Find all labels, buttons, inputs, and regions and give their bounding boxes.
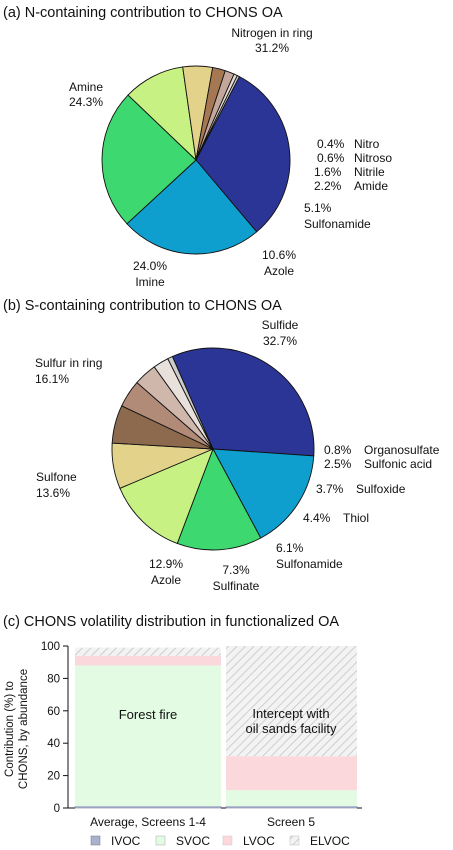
label-s-azole-name: Azole [151, 573, 181, 587]
label-n-nitrile-value: 1.6% [314, 165, 342, 179]
y-axis-ticks: 0 20 40 60 80 100 [41, 641, 68, 815]
pie-s-slice-sulfone [176, 447, 262, 551]
pie-n-slice-imine [101, 94, 197, 225]
label-s-sulfonic-acid-name: Sulfonic acid [364, 457, 432, 471]
label-s-sulfonic-acid-value: 2.5% [324, 457, 352, 471]
pie-chart-s [111, 347, 315, 551]
label-s-sulfinate-name: Sulfinate [213, 579, 260, 593]
panel-b-title: (b) S-containing contribution to CHONS O… [3, 298, 282, 314]
label-n-nitrogen-in-ring-value: 31.2% [255, 41, 289, 55]
label-s-azole-value: 12.9% [149, 557, 183, 571]
y-tick-label-100: 100 [41, 641, 60, 653]
annotation-oil-sands-line1: Intercept with [252, 706, 329, 721]
label-s-sulfonamide-name: Sulfonamide [276, 557, 343, 571]
label-n-nitroso-value: 0.6% [317, 151, 345, 165]
label-n-amide-name: Amide [354, 179, 388, 193]
legend-label-ivoc: IVOC [111, 834, 141, 848]
bar-average-screens-1-4-elvoc [75, 647, 221, 656]
y-tick-label-40: 40 [47, 738, 60, 750]
label-n-nitroso-name: Nitroso [354, 151, 392, 165]
bar-screen-5-svoc [226, 790, 357, 807]
bar-screen-5-elvoc [226, 646, 357, 757]
label-s-sulfonamide-value: 6.1% [276, 541, 304, 555]
pie-n-slice-amine [126, 159, 258, 255]
label-n-sulfonamide-name: Sulfonamide [304, 217, 371, 231]
y-axis-label-line1: Contribution (%) to [4, 681, 16, 777]
label-n-nitrogen-in-ring-name: Nitrogen in ring [231, 26, 312, 40]
y-tick-label-60: 60 [47, 706, 60, 718]
legend-label-lvoc: LVOC [243, 834, 275, 848]
label-n-nitro-name: Nitro [354, 137, 380, 151]
pie-s-slice-sulfur-in-ring [212, 448, 315, 539]
x-category-average: Average, Screens 1-4 [90, 815, 206, 829]
annotation-oil-sands-line2: oil sands facility [245, 721, 337, 736]
bar-average-screens-1-4-lvoc [75, 655, 221, 666]
label-s-sulfoxide-name: Sulfoxide [356, 482, 406, 496]
legend-swatch-svoc [155, 835, 166, 846]
label-s-thiol-value: 4.4% [303, 511, 331, 525]
label-s-sulfur-in-ring-name: Sulfur in ring [35, 356, 102, 370]
y-tick-label-80: 80 [47, 673, 60, 685]
panel-c-title: (c) CHONS volatility distribution in fun… [3, 614, 339, 630]
label-n-imine-value: 24.0% [133, 259, 167, 273]
label-n-imine-name: Imine [135, 275, 165, 289]
y-tick-label-0: 0 [54, 803, 60, 815]
label-n-amine-value: 24.3% [69, 95, 103, 109]
bar-screen-5-lvoc [226, 756, 357, 791]
panel-a-title: (a) N-containing contribution to CHONS O… [3, 5, 283, 21]
label-s-sulfide-value: 32.7% [263, 334, 297, 348]
bar-screen-5-ivoc [225, 806, 358, 809]
label-s-thiol-name: Thiol [343, 511, 369, 525]
label-n-nitro-value: 0.4% [317, 137, 345, 151]
bar-average-screens-1-4-ivoc [74, 806, 222, 809]
label-s-sulfone-value: 13.6% [36, 486, 70, 500]
y-axis-label-line2: CHONS, by abundance [18, 669, 30, 789]
label-s-sulfoxide-value: 3.7% [316, 482, 344, 496]
label-s-sulfinate-value: 7.3% [222, 563, 250, 577]
pie-s-slice-sulfide [171, 347, 315, 457]
pie-s-slice-organosulfate [167, 355, 214, 450]
label-s-sulfur-in-ring-value: 16.1% [35, 372, 69, 386]
pie-s-slice-azole [119, 448, 214, 545]
label-n-azole-value: 10.6% [262, 248, 296, 262]
pie-labels-n: Nitrogen in ring 31.2% Amine 24.3% 24.0%… [69, 26, 392, 289]
label-s-organosulfate-name: Organosulfate [364, 443, 440, 457]
x-category-screen5: Screen 5 [267, 815, 315, 829]
label-s-sulfone-name: Sulfone [36, 470, 77, 484]
bar-average-screens-1-4-svoc [75, 665, 221, 807]
label-n-sulfonamide-value: 5.1% [304, 201, 332, 215]
pie-chart-n [101, 65, 291, 255]
label-n-amide-value: 2.2% [314, 179, 342, 193]
legend-swatch-elvoc [289, 835, 300, 846]
legend-label-elvoc: ELVOC [310, 834, 350, 848]
label-s-sulfide-name: Sulfide [262, 318, 299, 332]
legend-label-svoc: SVOC [176, 834, 210, 848]
legend-swatch-ivoc [90, 835, 101, 846]
stacked-bar-chart [74, 646, 358, 809]
label-n-nitrile-name: Nitrile [354, 165, 385, 179]
legend-swatch-lvoc [222, 835, 233, 846]
label-s-organosulfate-value: 0.8% [324, 443, 352, 457]
label-n-azole-name: Azole [264, 264, 294, 278]
annotation-forest-fire: Forest fire [119, 707, 178, 722]
y-tick-label-20: 20 [47, 771, 60, 783]
pie-labels-s: Sulfide 32.7% Sulfur in ring 16.1% Sulfo… [35, 318, 440, 593]
pie-n-slice-nitro [195, 74, 241, 161]
label-n-amine-name: Amine [69, 80, 103, 94]
legend: IVOC SVOC LVOC ELVOC [90, 834, 350, 848]
